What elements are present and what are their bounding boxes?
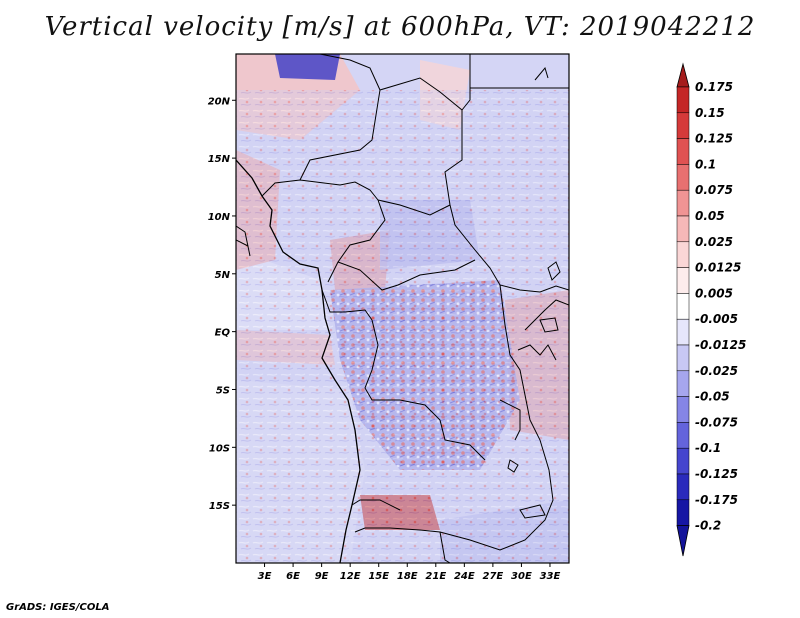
lon-tick-label: 12E bbox=[340, 571, 361, 582]
lat-tick-label: 10S bbox=[209, 443, 230, 454]
map-boundaries bbox=[236, 54, 569, 563]
colorbar-label: 0.125 bbox=[695, 132, 733, 146]
colorbar-segment bbox=[676, 241, 690, 268]
colorbar-label: 0.0125 bbox=[695, 261, 741, 275]
colorbar-label: -0.005 bbox=[695, 312, 738, 326]
colorbar-segment bbox=[676, 164, 690, 191]
lon-tick-label: 21E bbox=[425, 571, 446, 582]
colorbar-label: 0.005 bbox=[695, 286, 733, 300]
lat-tick-label: EQ bbox=[215, 328, 231, 339]
lon-tick-label: 27E bbox=[483, 571, 504, 582]
lon-tick-label: 33E bbox=[540, 571, 561, 582]
colorbar-segment bbox=[676, 370, 690, 397]
lat-tick-label: 5N bbox=[215, 270, 231, 281]
colorbar-label: 0.05 bbox=[695, 209, 725, 223]
colorbar-segment bbox=[676, 318, 690, 346]
colorbar-label: 0.075 bbox=[695, 183, 733, 197]
colorbar-segment bbox=[676, 293, 690, 320]
colorbar-label: -0.175 bbox=[695, 493, 738, 507]
lon-tick-label: 3E bbox=[258, 571, 272, 582]
lat-tick-label: 20N bbox=[208, 96, 231, 107]
colorbar-bottom-arrow bbox=[676, 525, 690, 557]
latitude-axis: 20N 15N 10N 5N EQ 5S 10S 15S bbox=[208, 96, 236, 512]
colorbar-segment bbox=[676, 422, 690, 449]
colorbar-label: 0.025 bbox=[695, 235, 733, 249]
plot-frame bbox=[235, 53, 570, 564]
colorbar-segment bbox=[676, 447, 690, 475]
colorbar-label: -0.075 bbox=[695, 415, 738, 429]
colorbar: 0.175 0.15 0.125 0.1 0.075 0.05 0.025 0.0125 0.0… bbox=[676, 62, 746, 557]
lat-tick-label: 15S bbox=[209, 501, 230, 512]
lon-tick-label: 15E bbox=[368, 571, 389, 582]
colorbar-segment bbox=[676, 86, 690, 114]
atlantic-coastline bbox=[236, 159, 361, 563]
colorbar-segment bbox=[676, 396, 690, 423]
colorbar-label: 0.1 bbox=[695, 157, 716, 171]
colorbar-segment bbox=[676, 344, 690, 372]
map-plot-area bbox=[236, 54, 569, 563]
map-title: Vertical velocity [m/s] at 600hPa, VT: 2… bbox=[44, 12, 756, 42]
longitude-axis: 3E 6E 9E 12E 15E 18E 21E 24E 27E 30E 33E bbox=[258, 563, 561, 582]
lat-tick-label: 5S bbox=[216, 385, 230, 396]
colorbar-label: -0.025 bbox=[695, 364, 738, 378]
colorbar-label: -0.0125 bbox=[695, 338, 746, 352]
lon-tick-label: 9E bbox=[315, 571, 329, 582]
lon-tick-label: 18E bbox=[397, 571, 418, 582]
colorbar-label: -0.2 bbox=[695, 519, 721, 533]
colorbar-segment bbox=[676, 267, 690, 294]
lon-tick-label: 6E bbox=[286, 571, 300, 582]
lon-tick-label: 24E bbox=[454, 571, 475, 582]
lon-tick-label: 30E bbox=[511, 571, 532, 582]
colorbar-label: 0.175 bbox=[695, 80, 733, 94]
colorbar-segment bbox=[676, 473, 690, 501]
colorbar-segment bbox=[676, 215, 690, 243]
field-downward-north bbox=[275, 54, 340, 80]
lat-tick-label: 10N bbox=[208, 212, 231, 223]
colorbar-label: -0.125 bbox=[695, 467, 738, 481]
colorbar-segment bbox=[676, 189, 690, 217]
colorbar-label: -0.05 bbox=[695, 390, 730, 404]
colorbar-label: 0.15 bbox=[695, 106, 725, 120]
grads-credit: GrADS: IGES/COLA bbox=[6, 602, 110, 613]
colorbar-segment bbox=[676, 138, 690, 165]
colorbar-label: -0.1 bbox=[695, 441, 721, 455]
colorbar-segment bbox=[676, 112, 690, 139]
colorbar-segment bbox=[676, 499, 690, 526]
colorbar-top-arrow bbox=[676, 62, 690, 88]
lat-tick-label: 15N bbox=[208, 154, 231, 165]
